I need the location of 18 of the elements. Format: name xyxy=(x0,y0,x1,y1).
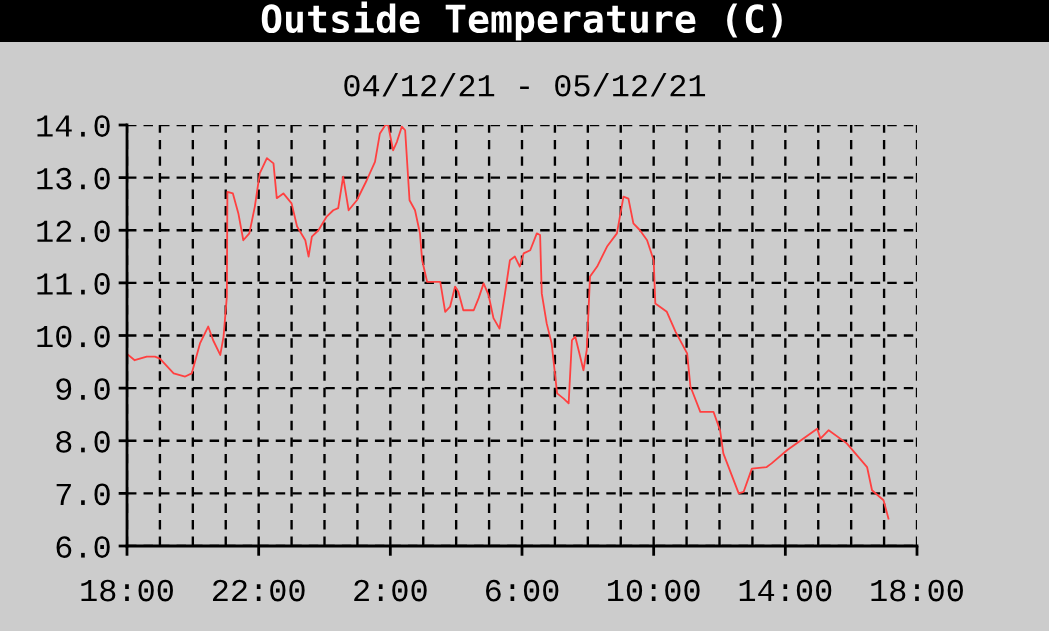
y-tick-label: 12.0 xyxy=(37,220,110,243)
y-tick-label: 6.0 xyxy=(56,536,110,558)
chart-subtitle: 04/12/21 - 05/12/21 xyxy=(344,73,706,97)
x-tick-label: 6:00 xyxy=(486,579,559,602)
y-tick-label: 11.0 xyxy=(37,273,110,295)
x-tick-label: 10:00 xyxy=(608,579,700,602)
y-tick-label: 10.0 xyxy=(37,325,110,348)
chart-title: Outside Temperature (C) xyxy=(261,1,782,41)
y-tick-label: 14.0 xyxy=(37,115,110,137)
y-tick-label: 8.0 xyxy=(56,430,110,453)
x-tick-label: 14:00 xyxy=(739,579,832,602)
y-tick-label: 13.0 xyxy=(37,167,110,190)
y-tick-label: 7.0 xyxy=(56,483,110,506)
x-tick-label: 18:00 xyxy=(871,579,963,602)
x-tick-label: 22:00 xyxy=(212,579,305,602)
x-tick-label: 18:00 xyxy=(81,579,173,602)
x-tick-label: 2:00 xyxy=(354,579,427,602)
y-tick-label: 9.0 xyxy=(56,378,110,401)
